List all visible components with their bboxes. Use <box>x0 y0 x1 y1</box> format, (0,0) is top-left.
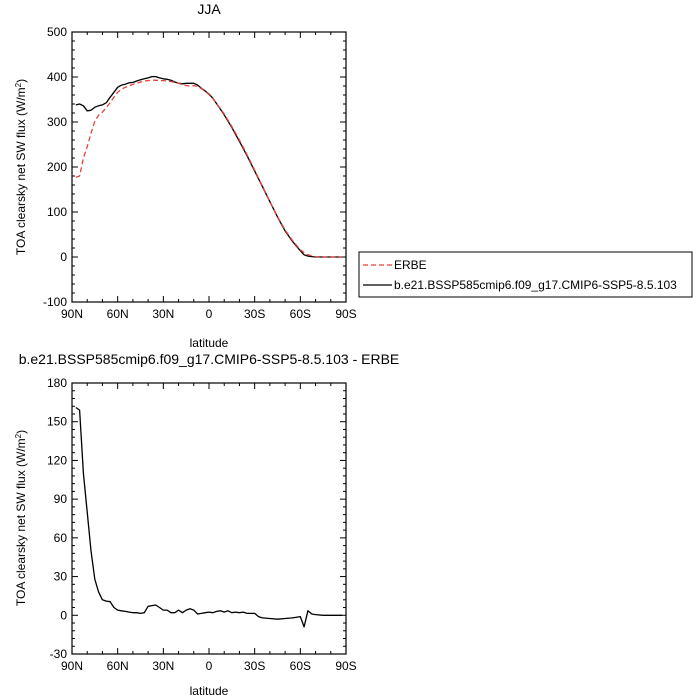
bottom-y-axis-label: TOA clearsky net SW flux (W/m2) <box>14 430 28 606</box>
top-y-tick-label: -100 <box>43 295 67 309</box>
top-y-tick-label: 500 <box>47 25 67 39</box>
top-x-tick-label: 30N <box>152 307 174 321</box>
bottom-x-tick-label: 30N <box>152 659 174 673</box>
bottom-y-tick-label: 60 <box>54 531 68 545</box>
top-legend: ERBE b.e21.BSSP585cmip6.f09_g17.CMIP6-SS… <box>358 251 693 298</box>
top-chart-title: JJA <box>197 1 221 17</box>
bottom-y-tick-label: 0 <box>60 608 67 622</box>
bottom-y-tick-label: 120 <box>47 453 67 467</box>
bottom-y-tick-label: -30 <box>50 647 68 661</box>
bottom-y-axis-label-sup: 2 <box>14 433 23 438</box>
top-y-tick-label: 200 <box>47 160 67 174</box>
top-y-tick-label: 0 <box>60 250 67 264</box>
bottom-x-tick-label: 0 <box>206 659 213 673</box>
top-series-lines <box>75 75 343 258</box>
top-y-axis-label-sup: 2 <box>14 82 23 87</box>
top-y-axis-label: TOA clearsky net SW flux (W/m2) <box>14 79 28 255</box>
bottom-x-tick-label: 30S <box>244 659 265 673</box>
bottom-chart-title: b.e21.BSSP585cmip6.f09_g17.CMIP6-SSP5-8.… <box>19 351 400 367</box>
legend-label-erbe: ERBE <box>394 258 427 272</box>
bottom-y-axis-label-close: ) <box>14 430 28 434</box>
bottom-y-tick-label: 30 <box>54 570 68 584</box>
top-y-tick-label: 100 <box>47 205 67 219</box>
top-y-tick-label: 300 <box>47 115 67 129</box>
top-x-tick-label: 90N <box>61 307 83 321</box>
top-x-tick-label: 60S <box>290 307 311 321</box>
top-x-axis-label: latitude <box>190 336 229 350</box>
legend-label-model: b.e21.BSSP585cmip6.f09_g17.CMIP6-SSP5-8.… <box>394 278 677 292</box>
bottom-series-line-0 <box>75 406 343 628</box>
top-series-line-1 <box>75 75 343 258</box>
bottom-x-tick-label: 60N <box>107 659 129 673</box>
top-x-tick-label: 90S <box>335 307 356 321</box>
bottom-x-tick-label: 90S <box>335 659 356 673</box>
legend-box <box>358 251 693 298</box>
bottom-x-tick-label: 60S <box>290 659 311 673</box>
top-x-tick-label: 30S <box>244 307 265 321</box>
top-axis-ticks: 90N 60N 30N 0 30S 60S 90S -100 0 100 200 300 400 500 <box>43 25 357 321</box>
bottom-y-tick-label: 150 <box>47 415 67 429</box>
top-panel: JJA 90N 60N 30N 0 30S 60S 90S -100 0 100 200 300 400… <box>14 1 357 350</box>
bottom-y-tick-label: 180 <box>47 376 67 390</box>
bottom-y-tick-label: 90 <box>54 492 68 506</box>
top-x-tick-label: 0 <box>206 307 213 321</box>
bottom-x-axis-label: latitude <box>190 684 229 698</box>
bottom-axis-ticks: 90N 60N 30N 0 30S 60S 90S -30 0 30 60 90 120 150 180 <box>47 376 357 673</box>
bottom-x-tick-label: 90N <box>61 659 83 673</box>
top-x-tick-label: 60N <box>107 307 129 321</box>
bottom-panel: b.e21.BSSP585cmip6.f09_g17.CMIP6-SSP5-8.… <box>14 351 399 698</box>
top-plot-frame <box>71 31 347 303</box>
bottom-series-lines <box>75 406 343 628</box>
top-y-tick-label: 400 <box>47 70 67 84</box>
bottom-y-axis-label-main: TOA clearsky net SW flux (W/m <box>14 438 28 606</box>
bottom-plot-frame <box>71 382 347 655</box>
top-y-axis-label-main: TOA clearsky net SW flux (W/m <box>14 87 28 255</box>
top-series-line-0 <box>75 79 343 258</box>
top-y-axis-label-close: ) <box>14 79 28 83</box>
